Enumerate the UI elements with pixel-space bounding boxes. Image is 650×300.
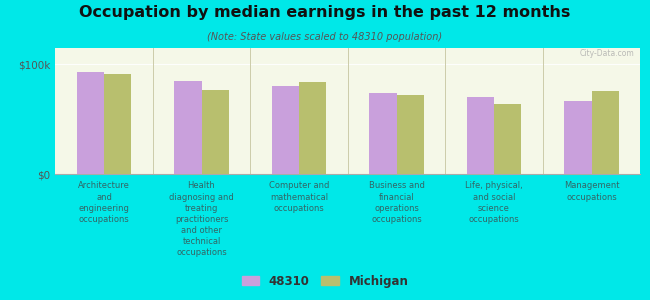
Bar (396, 95, 424, 174)
Text: (Note: State values scaled to 48310 population): (Note: State values scaled to 48310 popu… (207, 32, 443, 41)
Bar (494, 104, 521, 174)
Bar (202, 90, 229, 174)
Text: City-Data.com: City-Data.com (580, 49, 634, 58)
Bar (592, 91, 619, 174)
Legend: 48310, Michigan: 48310, Michigan (238, 271, 412, 291)
Text: Business and
financial
operations
occupations: Business and financial operations occupa… (369, 182, 424, 224)
Text: Computer and
mathematical
occupations: Computer and mathematical occupations (269, 182, 329, 213)
Bar (104, 74, 131, 174)
Bar (369, 93, 396, 174)
Bar (77, 72, 104, 174)
Text: Occupation by median earnings in the past 12 months: Occupation by median earnings in the pas… (79, 4, 571, 20)
Bar (564, 100, 592, 174)
Text: Life, physical,
and social
science
occupations: Life, physical, and social science occup… (465, 182, 523, 224)
Text: Health
diagnosing and
treating
practitioners
and other
technical
occupations: Health diagnosing and treating practitio… (169, 182, 234, 257)
Bar (467, 97, 494, 174)
Bar (174, 81, 202, 174)
Bar (299, 82, 326, 174)
Bar (272, 86, 299, 174)
Text: Management
occupations: Management occupations (564, 182, 619, 202)
Text: Architecture
and
engineering
occupations: Architecture and engineering occupations (78, 182, 130, 224)
